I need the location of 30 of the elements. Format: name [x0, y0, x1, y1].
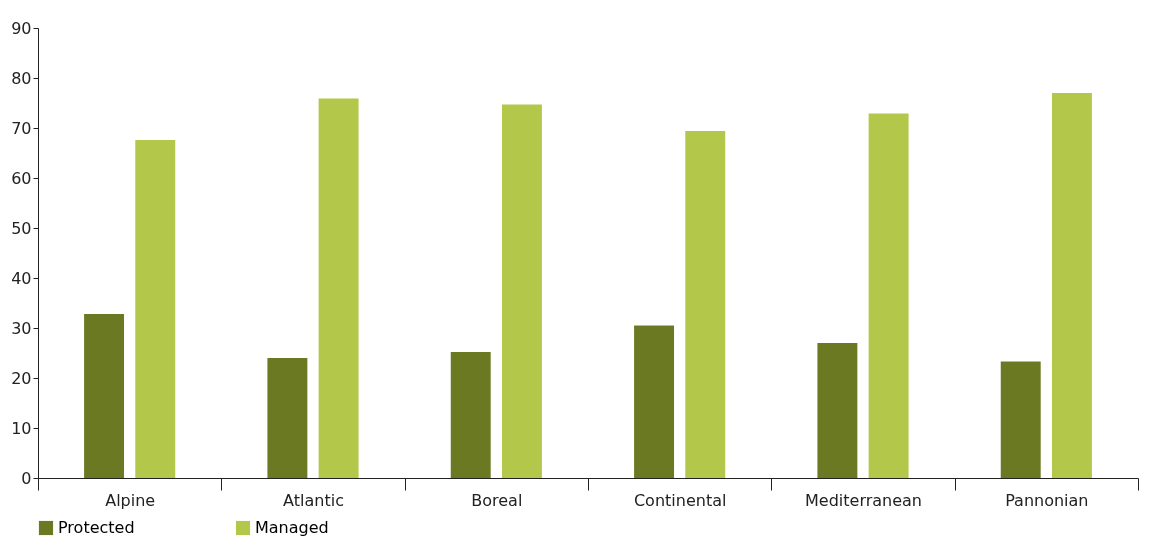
y-tick-label: 40	[11, 268, 32, 288]
y-tick-label: 70	[11, 118, 32, 138]
x-tick-label: Mediterranean	[805, 490, 922, 510]
bar	[267, 358, 308, 478]
bar	[450, 352, 491, 478]
y-tick-label: 30	[11, 318, 32, 338]
x-tick-label: Atlantic	[283, 490, 344, 510]
x-tick-label: Boreal	[471, 490, 523, 510]
y-tick-label: 0	[21, 468, 32, 488]
bar	[318, 98, 359, 478]
bar	[868, 113, 909, 478]
bar	[685, 131, 726, 478]
bar	[135, 140, 176, 478]
legend-label: Managed	[255, 518, 329, 537]
y-tick-label: 10	[11, 418, 32, 438]
bar	[1000, 361, 1041, 478]
x-tick-label: Continental	[633, 490, 727, 510]
bar	[817, 343, 858, 478]
bar	[84, 314, 125, 478]
bar	[634, 325, 675, 478]
y-tick-label: 20	[11, 368, 32, 388]
y-tick-label: 80	[11, 68, 32, 88]
bar	[1051, 93, 1092, 478]
y-tick-label: 50	[11, 218, 32, 238]
x-tick-label: Alpine	[105, 490, 156, 510]
legend-label: Protected	[58, 518, 135, 537]
bar	[501, 104, 542, 478]
y-tick-label: 60	[11, 168, 32, 188]
x-tick-label: Pannonian	[1005, 490, 1089, 510]
y-tick-label: 90	[11, 18, 32, 38]
